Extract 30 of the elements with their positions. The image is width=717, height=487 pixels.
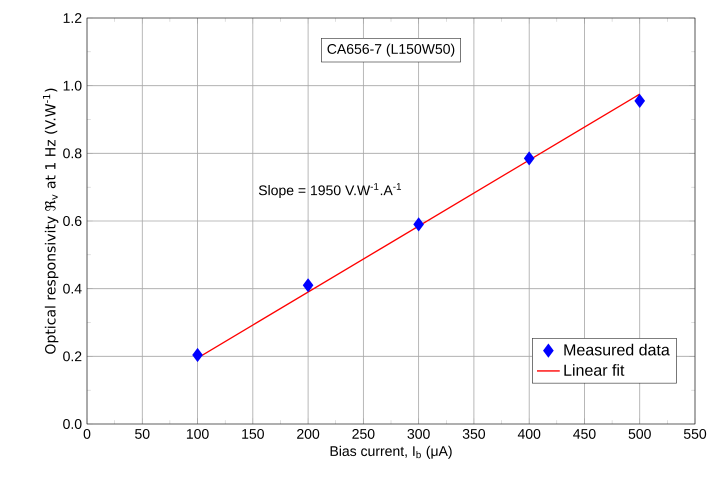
x-tick-label: 550 [684, 428, 706, 439]
legend-label: Linear fit [564, 364, 624, 376]
point [302, 278, 314, 292]
x-axis-title: Bias current, I$_{b}$ (μA) [330, 446, 452, 459]
point [192, 348, 203, 362]
y-axis-title: Optical responsivity ℜ$_{v}$ at 1 Hz (V.W$^{-1}$) [42, 88, 58, 354]
x-tick-label: 150 [242, 428, 264, 439]
x-tick-label: 50 [135, 428, 150, 439]
annotation: Slope = 1950 V.W$^{-1}$.A$^{-1}$ [258, 183, 402, 198]
y-tick-label: 0.2 [63, 351, 82, 362]
y-tick-label: 0.0 [63, 419, 82, 429]
x-tick-label: 350 [462, 428, 486, 439]
legend-label: Measured data [564, 344, 670, 356]
y-tick-label: 0.8 [63, 148, 82, 158]
x-tick-label: 450 [573, 428, 596, 439]
x-tick-label: 500 [628, 428, 651, 439]
y-tick-label: 0.4 [63, 284, 82, 294]
x-tick-label: 100 [186, 428, 209, 439]
y-tick-label: 1.2 [64, 13, 82, 23]
y-tick-label: 1.0 [64, 80, 82, 91]
point [413, 217, 424, 232]
y-tick-label: 0.6 [63, 216, 82, 226]
x-tick-label: 250 [352, 428, 374, 439]
point [524, 151, 534, 166]
x-tick-label: 0 [84, 428, 90, 439]
x-tick-label: 200 [297, 428, 320, 439]
x-tick-label: 300 [407, 428, 430, 439]
point [634, 94, 645, 108]
annotation: CA656-7 (L150W50) [328, 44, 454, 57]
x-tick-label: 400 [518, 428, 540, 439]
